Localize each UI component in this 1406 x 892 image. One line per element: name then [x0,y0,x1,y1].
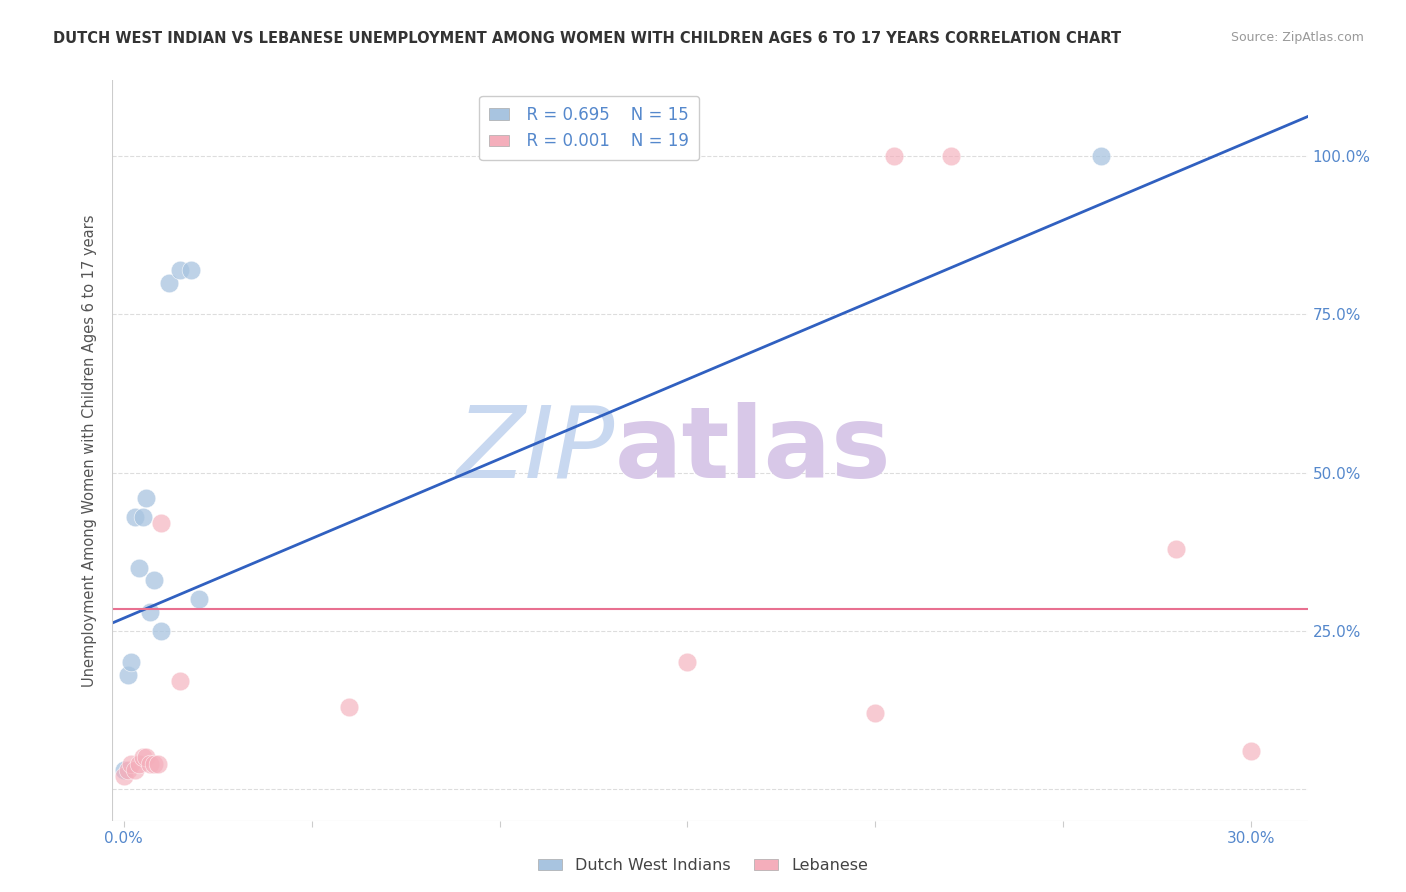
Point [180,263,202,277]
Point [150,624,173,638]
Point [112,763,135,777]
Text: atlas: atlas [614,402,891,499]
Point [131,509,153,524]
Point [169,263,191,277]
Point [337,699,360,714]
Point [1164,541,1187,556]
Y-axis label: Unemployment Among Women with Children Ages 6 to 17 years: Unemployment Among Women with Children A… [82,214,97,687]
Point [120,656,142,670]
Point [157,276,180,290]
Text: DUTCH WEST INDIAN VS LEBANESE UNEMPLOYMENT AMONG WOMEN WITH CHILDREN AGES 6 TO 1: DUTCH WEST INDIAN VS LEBANESE UNEMPLOYME… [53,31,1122,46]
Point [112,769,135,783]
Point [124,763,146,777]
Text: ZIP: ZIP [456,402,614,499]
Point [939,149,962,163]
Point [128,560,150,574]
Text: Source: ZipAtlas.com: Source: ZipAtlas.com [1230,31,1364,45]
Point [883,149,905,163]
Point [676,656,699,670]
Point [117,763,139,777]
Point [142,756,165,771]
Point [135,491,157,505]
Point [131,750,153,764]
Point [139,756,162,771]
Point [135,750,157,764]
Point [120,756,142,771]
Point [146,756,169,771]
Point [124,509,146,524]
Point [139,605,162,619]
Legend:   R = 0.695    N = 15,   R = 0.001    N = 19: R = 0.695 N = 15, R = 0.001 N = 19 [479,96,699,161]
Point [150,516,173,531]
Point [142,573,165,587]
Point [187,592,209,607]
Point [117,668,139,682]
Point [169,674,191,689]
Legend: Dutch West Indians, Lebanese: Dutch West Indians, Lebanese [531,852,875,880]
Point [128,756,150,771]
Point [865,706,887,720]
Point [1240,744,1263,758]
Point [1090,149,1112,163]
